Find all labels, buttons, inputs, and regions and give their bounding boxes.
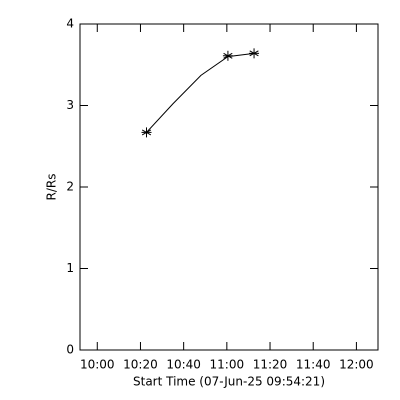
y-tick-label: 4 — [66, 17, 74, 31]
y-tick-label: 1 — [66, 261, 74, 275]
asterisk-marker — [249, 48, 260, 59]
fit-curve — [146, 52, 255, 133]
y-axis-label: R/Rs — [45, 174, 59, 201]
asterisk-marker — [141, 127, 152, 138]
y-tick-label: 3 — [66, 98, 74, 112]
y-tick-label: 0 — [66, 343, 74, 357]
x-axis-label: Start Time (07-Jun-25 09:54:21) — [133, 375, 325, 389]
x-tick-label: 10:00 — [80, 358, 115, 372]
y-tick-label: 2 — [66, 180, 74, 194]
x-tick-label: 11:00 — [210, 358, 245, 372]
x-tick-label: 11:40 — [296, 358, 331, 372]
x-tick-label: 11:20 — [253, 358, 288, 372]
x-tick-label: 12:00 — [339, 358, 374, 372]
x-tick-label: 10:20 — [123, 358, 158, 372]
x-tick-label: 10:40 — [166, 358, 201, 372]
asterisk-marker — [222, 50, 233, 61]
